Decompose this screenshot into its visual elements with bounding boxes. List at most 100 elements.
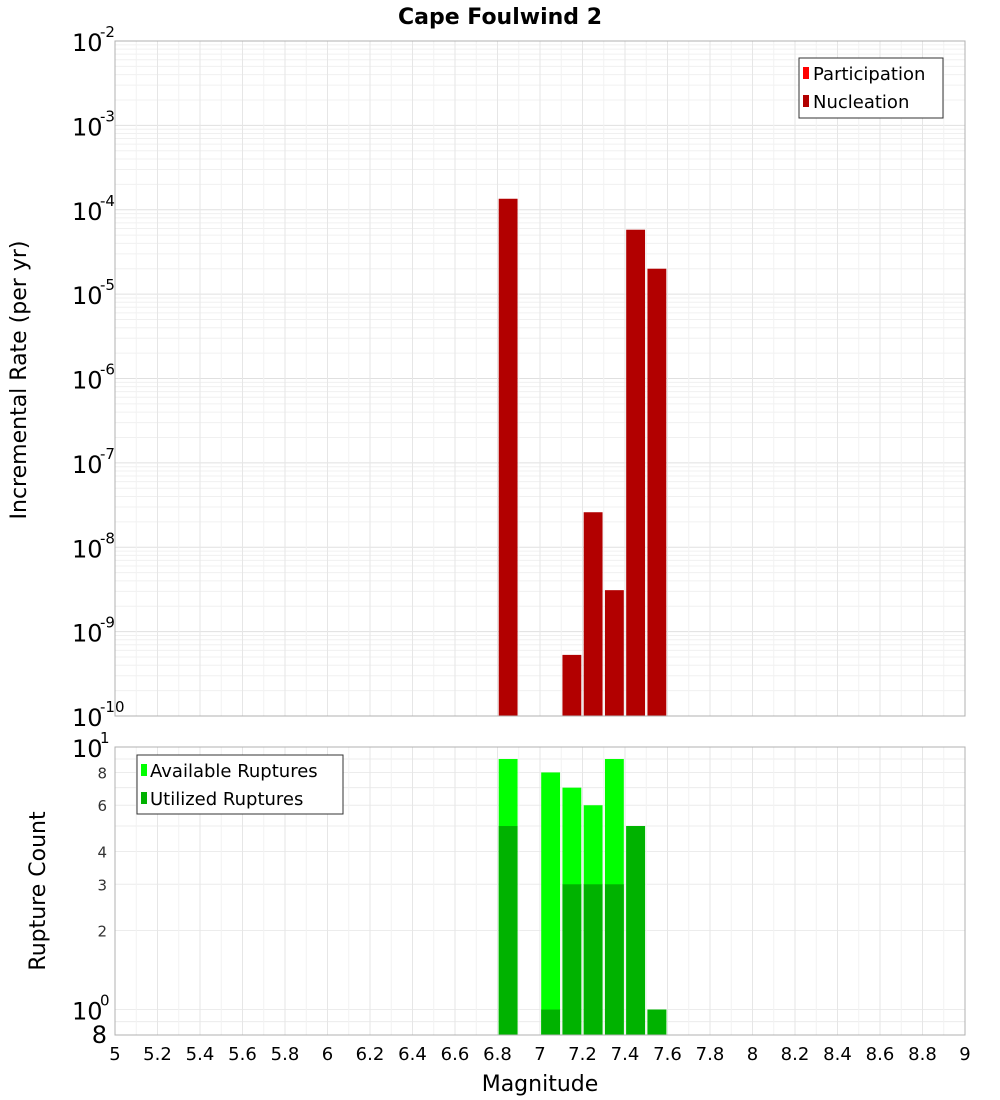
tick-exponent: -6 <box>100 361 115 379</box>
bottom-legend: Available Ruptures Utilized Ruptures <box>136 754 344 815</box>
bottom-y-tick-major: 101 <box>72 729 110 763</box>
tick-base: 10 <box>72 113 103 141</box>
bottom-plot-y-axis-label: Rupture Count <box>26 811 51 971</box>
legend-swatch-nucleation <box>803 95 809 107</box>
top-y-tick-label: 10-6 <box>72 361 115 395</box>
bottom-y-tick-minor: 8 <box>97 764 107 782</box>
tick-exponent: -7 <box>100 445 115 463</box>
x-tick-label: 7 <box>534 1044 545 1065</box>
bottom-legend-box <box>136 754 344 815</box>
chart-title: Cape Foulwind 2 <box>398 5 602 30</box>
x-tick-label: 5.4 <box>186 1044 215 1065</box>
legend-label-utilized: Utilized Ruptures <box>150 789 303 810</box>
nucleation-bar <box>604 590 624 716</box>
x-axis-label: Magnitude <box>482 1072 599 1097</box>
tick-exponent: -2 <box>100 23 115 41</box>
x-tick-label: 9 <box>959 1044 970 1065</box>
tick-exponent: 1 <box>100 729 110 747</box>
top-y-tick-label: 10-4 <box>72 192 115 226</box>
top-legend-box <box>798 57 944 119</box>
legend-swatch-participation <box>803 67 809 79</box>
x-tick-label: 6.4 <box>398 1044 427 1065</box>
x-tick-label: 7.4 <box>611 1044 640 1065</box>
nucleation-bar <box>583 512 603 716</box>
bottom-y-tick-minor: 2 <box>97 923 107 941</box>
tick-exponent: -5 <box>100 276 115 294</box>
bottom-plot-frame <box>114 746 966 1036</box>
bottom-y-tick-major: 100 <box>72 992 110 1026</box>
x-tick-label: 8 <box>747 1044 758 1065</box>
top-plot-gridlines <box>114 41 966 717</box>
x-tick-label: 7.2 <box>568 1044 597 1065</box>
tick-base: 10 <box>72 535 103 563</box>
top-y-tick-label: 10-2 <box>72 23 115 57</box>
nucleation-bar <box>562 654 582 716</box>
bottom-y-tick-minor: 6 <box>97 797 107 815</box>
legend-label-available: Available Ruptures <box>150 761 318 782</box>
utilized-ruptures-bar <box>541 1009 561 1035</box>
x-tick-label: 5 <box>109 1044 120 1065</box>
nucleation-bar <box>498 198 518 717</box>
tick-base: 10 <box>72 704 103 732</box>
tick-base: 10 <box>72 198 103 226</box>
top-plot-y-axis-label: Incremental Rate (per yr) <box>7 241 32 520</box>
tick-base: 10 <box>72 620 103 648</box>
x-tick-label: 7.8 <box>696 1044 725 1065</box>
bottom-plot-bars <box>498 759 667 1035</box>
utilized-ruptures-bar <box>604 884 624 1035</box>
bottom-y-tick-minor: 4 <box>97 843 107 861</box>
utilized-ruptures-bar <box>583 884 603 1035</box>
legend-label-participation: Participation <box>813 64 925 85</box>
x-tick-label: 8.6 <box>866 1044 895 1065</box>
top-y-tick-label: 10-9 <box>72 614 115 648</box>
top-plot-frame <box>114 40 966 717</box>
tick-exponent: -3 <box>100 107 115 125</box>
tick-base: 10 <box>72 29 103 57</box>
tick-exponent: -10 <box>100 698 125 716</box>
legend-swatch-utilized <box>141 792 147 804</box>
utilized-ruptures-bar <box>626 826 646 1035</box>
bottom-plot-x-ticks: 5 5.2 5.4 5.6 5.8 6 6.2 6.4 6.6 6.8 7 7.2 7.4 7.6 7.8 8… <box>109 1044 970 1065</box>
tick-base: 10 <box>72 735 103 763</box>
x-tick-label: 6.6 <box>441 1044 470 1065</box>
top-y-tick-label: 10-5 <box>72 276 115 310</box>
tick-exponent: -4 <box>100 192 115 210</box>
x-tick-label: 8.2 <box>781 1044 810 1065</box>
x-tick-label: 5.8 <box>271 1044 300 1065</box>
top-y-tick-label: 10-8 <box>72 529 115 563</box>
legend-swatch-available <box>141 764 147 776</box>
top-y-tick-label: 10-3 <box>72 107 115 141</box>
x-tick-label: 6.8 <box>483 1044 512 1065</box>
top-legend: Participation Nucleation <box>798 57 944 119</box>
x-tick-label: 7.6 <box>653 1044 682 1065</box>
utilized-ruptures-bar <box>562 884 582 1035</box>
top-plot: 10-210-310-410-510-610-710-810-910-10 In… <box>7 23 966 732</box>
x-tick-label: 8.8 <box>908 1044 937 1065</box>
utilized-ruptures-bar <box>647 1009 667 1035</box>
tick-exponent: 0 <box>100 992 110 1010</box>
tick-base: 10 <box>72 998 103 1026</box>
x-tick-label: 6 <box>322 1044 333 1065</box>
utilized-ruptures-bar <box>498 826 518 1035</box>
x-tick-label: 8.4 <box>823 1044 852 1065</box>
top-y-tick-label: 10-7 <box>72 445 115 479</box>
x-tick-label: 6.2 <box>356 1044 385 1065</box>
bottom-y-tick-minor: 3 <box>97 876 107 894</box>
available-ruptures-bar <box>541 772 561 1035</box>
top-plot-y-ticks: 10-210-310-410-510-610-710-810-910-10 <box>72 23 125 732</box>
tick-base: 10 <box>72 282 103 310</box>
nucleation-bar <box>626 229 646 717</box>
tick-base: 10 <box>72 367 103 395</box>
legend-label-nucleation: Nucleation <box>813 92 909 113</box>
top-plot-bars <box>498 198 667 717</box>
tick-base: 10 <box>72 451 103 479</box>
tick-exponent: -8 <box>100 529 115 547</box>
tick-exponent: -9 <box>100 614 115 632</box>
bottom-y-tick-bottom: 8 <box>92 1021 107 1049</box>
nucleation-bar <box>647 268 667 716</box>
x-tick-label: 5.2 <box>143 1044 172 1065</box>
top-y-tick-label: 10-10 <box>72 698 125 732</box>
